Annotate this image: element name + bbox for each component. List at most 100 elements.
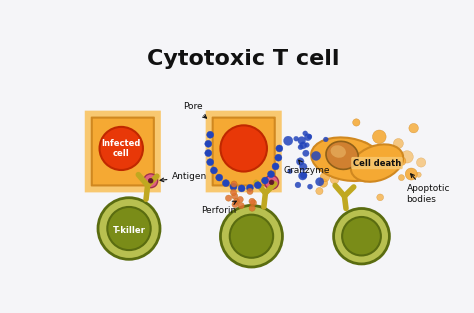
Text: Pore: Pore	[183, 102, 207, 118]
Text: Perforin: Perforin	[201, 201, 237, 215]
Circle shape	[249, 205, 255, 211]
Circle shape	[416, 172, 421, 177]
Circle shape	[298, 136, 306, 144]
Circle shape	[361, 174, 369, 182]
Circle shape	[220, 205, 283, 267]
Circle shape	[276, 145, 283, 152]
Circle shape	[250, 200, 256, 206]
FancyBboxPatch shape	[92, 118, 154, 185]
Circle shape	[342, 217, 381, 255]
Circle shape	[230, 183, 237, 190]
Circle shape	[107, 207, 151, 250]
Circle shape	[417, 158, 426, 167]
Circle shape	[98, 198, 160, 259]
Text: Granzyme: Granzyme	[284, 160, 330, 175]
Ellipse shape	[330, 145, 346, 158]
Circle shape	[275, 154, 282, 161]
Circle shape	[353, 119, 360, 126]
Circle shape	[300, 142, 307, 149]
Circle shape	[405, 168, 417, 180]
Circle shape	[210, 167, 218, 174]
Circle shape	[343, 150, 354, 162]
Circle shape	[393, 139, 403, 148]
Circle shape	[238, 203, 244, 209]
Circle shape	[283, 136, 293, 145]
Circle shape	[409, 123, 419, 133]
Circle shape	[320, 172, 330, 182]
Text: Apoptotic
bodies: Apoptotic bodies	[406, 174, 450, 203]
Circle shape	[316, 187, 323, 195]
FancyBboxPatch shape	[85, 111, 161, 192]
Circle shape	[100, 127, 143, 170]
Circle shape	[269, 180, 274, 185]
Circle shape	[377, 194, 383, 201]
Circle shape	[401, 151, 413, 163]
Circle shape	[205, 150, 212, 156]
Circle shape	[294, 136, 299, 141]
Circle shape	[144, 174, 158, 188]
Text: Antigen: Antigen	[160, 172, 208, 182]
Circle shape	[397, 157, 406, 166]
Text: T-killer: T-killer	[112, 226, 146, 234]
Circle shape	[338, 154, 350, 165]
Circle shape	[220, 125, 267, 172]
Circle shape	[207, 131, 214, 138]
Circle shape	[226, 195, 232, 201]
Circle shape	[231, 181, 237, 187]
Circle shape	[308, 184, 313, 189]
Circle shape	[328, 148, 337, 156]
Circle shape	[262, 177, 268, 184]
Circle shape	[230, 189, 237, 196]
Circle shape	[148, 178, 153, 183]
Circle shape	[305, 143, 310, 147]
Circle shape	[207, 159, 214, 166]
Circle shape	[234, 198, 240, 204]
Circle shape	[380, 157, 388, 165]
Circle shape	[272, 163, 279, 170]
Circle shape	[232, 193, 238, 199]
Circle shape	[373, 130, 386, 144]
Circle shape	[216, 174, 223, 181]
Circle shape	[311, 151, 320, 161]
Circle shape	[303, 131, 308, 136]
Circle shape	[304, 134, 311, 141]
Circle shape	[316, 177, 324, 186]
FancyBboxPatch shape	[213, 118, 275, 185]
Text: Infected
cell: Infected cell	[101, 139, 141, 158]
Circle shape	[232, 201, 238, 208]
Circle shape	[300, 172, 307, 179]
Circle shape	[205, 140, 212, 147]
FancyBboxPatch shape	[206, 111, 282, 192]
Circle shape	[264, 175, 279, 189]
Circle shape	[359, 141, 370, 152]
Circle shape	[302, 150, 309, 156]
Circle shape	[246, 184, 254, 191]
Text: Cell death: Cell death	[353, 159, 401, 167]
Circle shape	[331, 149, 345, 162]
Ellipse shape	[311, 137, 384, 181]
Circle shape	[267, 171, 274, 178]
Circle shape	[384, 153, 391, 160]
Circle shape	[334, 208, 390, 264]
Circle shape	[351, 153, 359, 161]
Circle shape	[230, 215, 273, 258]
Circle shape	[299, 172, 307, 180]
Circle shape	[295, 182, 301, 188]
Circle shape	[323, 137, 328, 142]
Circle shape	[399, 175, 404, 181]
Circle shape	[238, 185, 245, 192]
Circle shape	[255, 182, 261, 189]
Ellipse shape	[326, 141, 358, 169]
Circle shape	[330, 175, 339, 184]
Circle shape	[296, 158, 304, 165]
Circle shape	[307, 134, 312, 139]
Circle shape	[222, 180, 229, 187]
Circle shape	[319, 179, 328, 187]
Circle shape	[326, 142, 334, 150]
Circle shape	[249, 198, 255, 204]
Text: Cytotoxic T cell: Cytotoxic T cell	[146, 49, 339, 69]
Ellipse shape	[351, 144, 403, 182]
Circle shape	[300, 163, 307, 171]
Circle shape	[288, 169, 292, 174]
Circle shape	[298, 145, 303, 150]
